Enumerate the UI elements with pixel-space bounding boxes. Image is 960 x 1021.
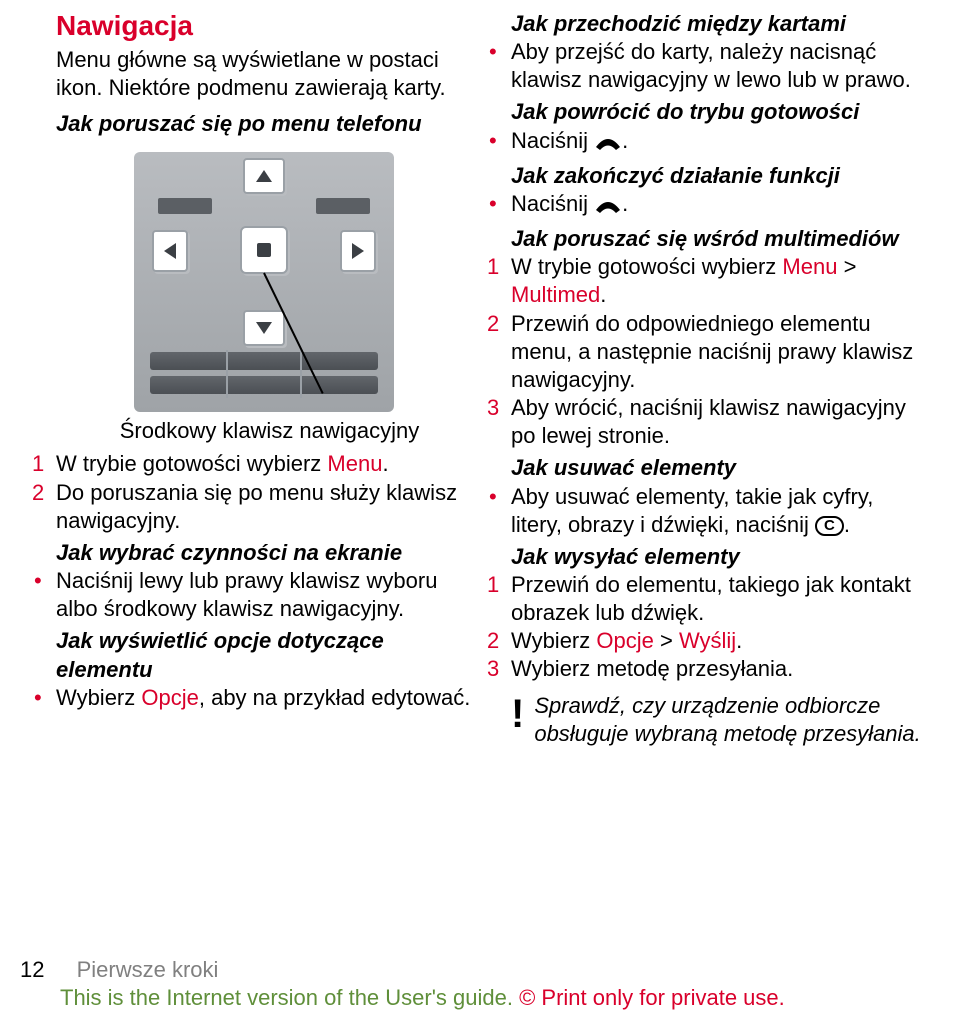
note-block: ! Sprawdź, czy urządzenie odbiorcze obsł…: [511, 692, 926, 748]
dpad-up-icon: [243, 158, 285, 194]
ref-multimed: Multimed: [511, 282, 600, 307]
heading-send: Jak wysyłać elementy: [511, 543, 926, 571]
send-step-1-text: Przewiń do elementu, takiego jak kontakt…: [511, 572, 911, 625]
p2pre: Naciśnij: [511, 128, 594, 153]
mm-step-1: 1 W trybie gotowości wybierz Menu > Mult…: [487, 253, 926, 309]
legal-text-1: This is the Internet version of the User…: [60, 985, 519, 1010]
hangup-icon: [594, 130, 622, 158]
p3b: , aby na przykład edytować.: [199, 685, 470, 710]
ref-wyslij: Wyślij: [679, 628, 736, 653]
p2post: .: [622, 128, 628, 153]
bullet-show-options: Wybierz Opcje, aby na przykład edytować.: [34, 684, 471, 712]
heading-navigate-menu: Jak poruszać się po menu telefonu: [56, 110, 471, 138]
heading-show-options: Jak wyświetlić opcje dotyczące elementu: [56, 627, 471, 683]
mm-step-2: 2Przewiń do odpowiedniego elementu menu,…: [487, 310, 926, 394]
p3a: Wybierz: [56, 685, 141, 710]
dpad-left-icon: [152, 230, 188, 272]
heading-end-function: Jak zakończyć działanie funkcji: [511, 162, 926, 190]
page-number: 12: [20, 957, 44, 982]
ref-opcje-2: Opcje: [596, 628, 653, 653]
s62mid: >: [654, 628, 679, 653]
bullet-end-function: Naciśnij .: [489, 190, 926, 221]
bullet-switch-tabs-text: Aby przejść do karty, należy nacisnąć kl…: [511, 39, 911, 92]
c-key-icon: C: [815, 516, 844, 536]
section-title: Nawigacja: [56, 10, 471, 42]
ref-opcje: Opcje: [141, 685, 198, 710]
step-2-text: Do poruszania się po menu służy klawisz …: [56, 480, 457, 533]
send-step-1: 1Przewiń do elementu, takiego jak kontak…: [487, 571, 926, 627]
bullet-return-standby: Naciśnij .: [489, 127, 926, 158]
s62b: .: [736, 628, 742, 653]
legal-text-2: © Print only for private use.: [519, 985, 785, 1010]
mm-step-3: 3Aby wrócić, naciśnij klawisz nawigacyjn…: [487, 394, 926, 450]
mm-step-2-text: Przewiń do odpowiedniego elementu menu, …: [511, 311, 913, 392]
bullet-select-actions: Naciśnij lewy lub prawy klawisz wyboru a…: [34, 567, 471, 623]
warning-icon: !: [511, 698, 524, 748]
step-1-text-b: .: [382, 451, 388, 476]
s62a: Wybierz: [511, 628, 596, 653]
heading-switch-tabs: Jak przechodzić między kartami: [511, 10, 926, 38]
dpad-down-icon: [243, 310, 285, 346]
mm-step-3-text: Aby wrócić, naciśnij klawisz nawigacyjny…: [511, 395, 906, 448]
heading-select-actions: Jak wybrać czynności na ekranie: [56, 539, 471, 567]
mm1mid: >: [837, 254, 856, 279]
p3post: .: [622, 191, 628, 216]
send-step-3: 3Wybierz metodę przesyłania.: [487, 655, 926, 683]
step-2: 2 Do poruszania się po menu służy klawis…: [32, 479, 471, 535]
page-footer: 12 Pierwsze kroki This is the Internet v…: [0, 957, 960, 1011]
bullet-select-actions-text: Naciśnij lewy lub prawy klawisz wyboru a…: [56, 568, 437, 621]
illustration-caption: Środkowy klawisz nawigacyjny: [68, 418, 471, 444]
intro-text: Menu główne są wyświetlane w postaci iko…: [56, 46, 471, 102]
hangup-icon: [594, 193, 622, 221]
section-name: Pierwsze kroki: [77, 957, 219, 982]
mm1a: W trybie gotowości wybierz: [511, 254, 782, 279]
send-step-2: 2 Wybierz Opcje > Wyślij.: [487, 627, 926, 655]
mm1b: .: [600, 282, 606, 307]
p3pre: Naciśnij: [511, 191, 594, 216]
dpad-right-icon: [340, 230, 376, 272]
note-text: Sprawdź, czy urządzenie odbiorcze obsług…: [534, 692, 926, 748]
ref-menu: Menu: [327, 451, 382, 476]
step-1-text-a: W trybie gotowości wybierz: [56, 451, 327, 476]
dpad-center-icon: [240, 226, 288, 274]
step-1: 1 W trybie gotowości wybierz Menu.: [32, 450, 471, 478]
p5post: .: [844, 512, 850, 537]
ref-menu-2: Menu: [782, 254, 837, 279]
bullet-switch-tabs: Aby przejść do karty, należy nacisnąć kl…: [489, 38, 926, 94]
send-step-3-text: Wybierz metodę przesyłania.: [511, 656, 793, 681]
heading-return-standby: Jak powrócić do trybu gotowości: [511, 98, 926, 126]
heading-multimedia: Jak poruszać się wśród multimediów: [511, 225, 926, 253]
bullet-delete: Aby usuwać elementy, takie jak cyfry, li…: [489, 483, 926, 539]
keypad-illustration: [134, 152, 394, 412]
heading-delete: Jak usuwać elementy: [511, 454, 926, 482]
